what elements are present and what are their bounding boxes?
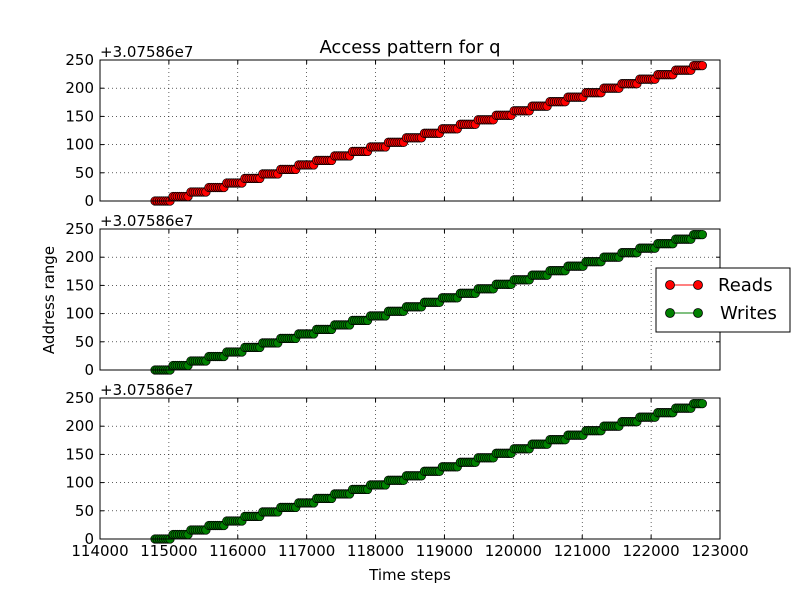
panel-writes-1: 0 50 100 150 200 250 +3.07586e7 (65, 212, 721, 379)
x-tick-label: 117000 (278, 542, 335, 560)
data-point (697, 398, 707, 409)
y-tick-label: 0 (84, 192, 94, 210)
y-tick-label: 0 (84, 361, 94, 379)
panel-writes-2: 0 50 100 150 200 250 114000 115000 116000 117000 1… (65, 381, 748, 560)
offset-label: +3.07586e7 (100, 212, 193, 230)
y-tick-label: 50 (75, 164, 94, 182)
y-tick-label: 200 (65, 248, 94, 266)
y-tick-label: 100 (65, 136, 94, 154)
x-tick-label: 122000 (622, 542, 679, 560)
legend-box (655, 267, 791, 333)
y-tick-label: 200 (65, 79, 94, 97)
x-axis-label: Time steps (368, 566, 451, 584)
panel-reads: 0 50 100 150 200 250 +3.07586e7 (65, 43, 721, 210)
x-tick-label: 114000 (71, 542, 128, 560)
offset-label: +3.07586e7 (100, 381, 193, 399)
legend-reads-label: Reads (718, 275, 773, 296)
axes-frame (99, 397, 721, 540)
y-tick-label: 250 (65, 389, 94, 407)
legend-writes-marker-2 (693, 308, 703, 318)
y-tick-label: 100 (65, 474, 94, 492)
y-tick-label: 100 (65, 305, 94, 323)
y-tick-label: 150 (65, 445, 94, 463)
x-tick-label: 115000 (140, 542, 197, 560)
y-tick-label: 250 (65, 220, 94, 238)
x-tick-label: 123000 (691, 542, 748, 560)
legend-reads-marker-1 (665, 280, 675, 290)
legend-writes-marker-1 (665, 308, 675, 318)
axes-frame (99, 59, 721, 202)
x-tick-label: 116000 (209, 542, 266, 560)
y-tick-label: 0 (84, 530, 94, 548)
y-tick-label: 150 (65, 276, 94, 294)
legend: Reads Writes (655, 267, 791, 333)
x-tick-label: 120000 (485, 542, 542, 560)
y-tick-label: 200 (65, 417, 94, 435)
legend-reads-marker-2 (693, 280, 703, 290)
data-point (697, 229, 707, 240)
legend-writes-label: Writes (720, 303, 777, 324)
y-tick-label: 50 (75, 333, 94, 351)
offset-label: +3.07586e7 (100, 43, 193, 61)
y-tick-label: 150 (65, 107, 94, 125)
y-tick-label: 250 (65, 51, 94, 69)
x-tick-label: 118000 (347, 542, 404, 560)
x-tick-label: 119000 (416, 542, 473, 560)
x-tick-label: 121000 (554, 542, 611, 560)
data-point (697, 60, 707, 71)
y-axis-label: Address range (40, 246, 58, 354)
chart-title: Access pattern for q (319, 37, 500, 58)
y-tick-label: 50 (75, 502, 94, 520)
